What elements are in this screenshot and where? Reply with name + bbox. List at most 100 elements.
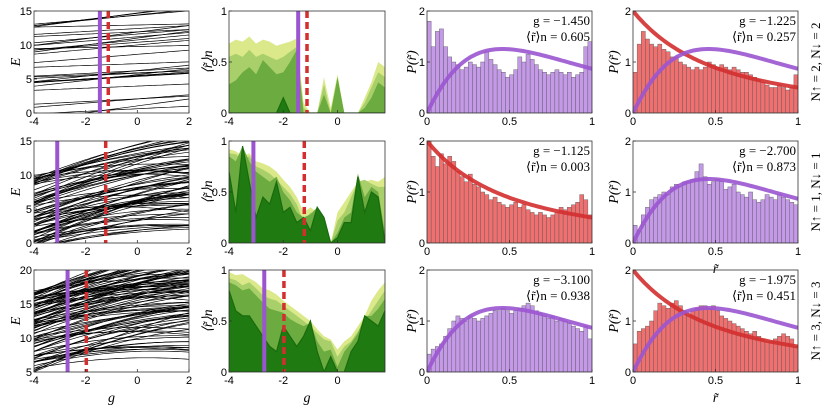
histogram-bar bbox=[682, 310, 687, 372]
y-tick-label: 1 bbox=[625, 316, 631, 328]
histogram-bar bbox=[690, 69, 696, 113]
energy-level-line bbox=[34, 83, 189, 91]
y-axis-label: E bbox=[9, 316, 24, 326]
y-tick-label: 0 bbox=[419, 108, 425, 120]
energy-level-line bbox=[34, 192, 189, 236]
x-axis-label: g bbox=[108, 391, 115, 406]
histogram-bar bbox=[719, 181, 724, 243]
x-tick-label: 1 bbox=[795, 116, 801, 128]
mean-ratio-annotation: ⟨r̃⟩n = 0.451 bbox=[732, 288, 796, 303]
y-axis-label: P(r̃) bbox=[405, 180, 420, 205]
histogram-bar bbox=[480, 318, 485, 372]
histogram-bar bbox=[513, 69, 518, 113]
x-tick-label: 2 bbox=[186, 246, 192, 258]
x-tick-label: 1 bbox=[795, 375, 801, 387]
histogram-bar bbox=[793, 346, 798, 372]
energy-level-line bbox=[34, 176, 189, 212]
histogram-bar bbox=[702, 176, 708, 243]
histogram-bar bbox=[773, 87, 778, 113]
panel-row2-ratio: -4 -2 0 0 0.5 1 ⟨r̃⟩n bbox=[201, 136, 386, 258]
y-tick-label: 1 bbox=[419, 316, 425, 328]
histogram-bar bbox=[657, 43, 663, 113]
y-tick-label: 0 bbox=[26, 108, 32, 120]
y-tick-label: 2 bbox=[625, 265, 631, 277]
plot-area bbox=[427, 21, 592, 113]
x-tick-label: 0 bbox=[630, 375, 636, 387]
panel-row3-ratio: -4 -2 0 0 0.5 1 ⟨r̃⟩n g bbox=[201, 265, 386, 406]
histogram-bar bbox=[760, 82, 766, 113]
y-tick-label: 1 bbox=[625, 57, 631, 69]
energy-level-line bbox=[34, 276, 189, 314]
x-tick-label: 0 bbox=[424, 375, 430, 387]
energy-level-line bbox=[34, 11, 189, 25]
histogram-bar bbox=[682, 64, 687, 113]
energy-level-line bbox=[34, 29, 189, 37]
histogram-bar bbox=[785, 89, 790, 113]
energy-level-line bbox=[34, 11, 156, 28]
histogram-bar bbox=[538, 69, 543, 113]
histogram-bar bbox=[653, 310, 658, 372]
x-tick-label: 1 bbox=[589, 375, 595, 387]
histogram-bar bbox=[702, 305, 708, 372]
histogram-bar bbox=[521, 204, 527, 243]
histogram-bar bbox=[694, 66, 700, 113]
x-tick-label: 1 bbox=[589, 246, 595, 258]
energy-level-line bbox=[34, 25, 189, 46]
energy-level-line bbox=[34, 285, 189, 298]
histogram-bar bbox=[529, 212, 535, 243]
plot-area bbox=[34, 141, 189, 243]
histogram-bar bbox=[459, 318, 465, 372]
x-tick-label: 0 bbox=[334, 246, 340, 258]
histogram-bar bbox=[567, 71, 572, 113]
energy-level-line bbox=[34, 158, 189, 203]
histogram-bar bbox=[443, 163, 448, 243]
energy-level-line bbox=[34, 329, 189, 372]
energy-level-line bbox=[34, 168, 189, 218]
panel-row2-energy: -4 -2 0 2 0 5 10 15 E bbox=[9, 136, 192, 258]
histogram-bar bbox=[678, 61, 683, 113]
histogram-bar bbox=[525, 54, 531, 113]
histogram-bar bbox=[583, 46, 589, 113]
histogram-bar bbox=[468, 173, 473, 243]
row-label: N↑ = 1, N↓ = 1 bbox=[808, 153, 823, 232]
histogram-bar bbox=[538, 313, 543, 372]
histogram-bar bbox=[649, 320, 654, 372]
histogram-bar bbox=[550, 315, 556, 372]
energy-level-line bbox=[34, 348, 189, 360]
y-axis-label: ⟨r̃⟩n bbox=[201, 180, 216, 203]
histogram-bar bbox=[571, 325, 576, 372]
y-axis-label: E bbox=[9, 57, 24, 67]
histogram-bar bbox=[517, 308, 523, 372]
energy-level-line bbox=[34, 270, 186, 326]
energy-level-line bbox=[34, 67, 189, 77]
energy-level-line bbox=[34, 161, 189, 203]
histogram-bar bbox=[727, 69, 733, 113]
histogram-bar bbox=[492, 196, 498, 243]
energy-level-line bbox=[34, 94, 189, 108]
histogram-bar bbox=[534, 214, 539, 243]
histogram-bar bbox=[583, 199, 589, 243]
energy-level-line bbox=[34, 270, 172, 307]
histogram-bar bbox=[657, 302, 663, 372]
energy-level-line bbox=[34, 34, 189, 51]
energy-level-line bbox=[34, 270, 134, 302]
histogram-bar bbox=[575, 201, 580, 243]
histogram-bar bbox=[562, 74, 568, 113]
ratio-area-layer-4 bbox=[229, 290, 385, 372]
energy-level-line bbox=[34, 286, 189, 307]
histogram-bar bbox=[727, 320, 733, 372]
histogram-bar bbox=[789, 87, 795, 113]
histogram-bar bbox=[435, 166, 440, 243]
histogram-bar bbox=[546, 74, 551, 113]
energy-level-line bbox=[34, 61, 189, 68]
y-tick-label: 1 bbox=[625, 187, 631, 199]
histogram-bar bbox=[501, 71, 506, 113]
mean-ratio-annotation: ⟨r̃⟩n = 0.257 bbox=[732, 29, 797, 44]
energy-level-line bbox=[34, 144, 189, 195]
energy-level-line bbox=[34, 23, 189, 28]
histogram-bar bbox=[587, 338, 592, 372]
energy-level-line bbox=[34, 219, 189, 235]
histogram-bar bbox=[731, 184, 737, 243]
panel-row1-ratio: -4 -2 0 0 0.5 1 ⟨r̃⟩n bbox=[201, 6, 386, 128]
